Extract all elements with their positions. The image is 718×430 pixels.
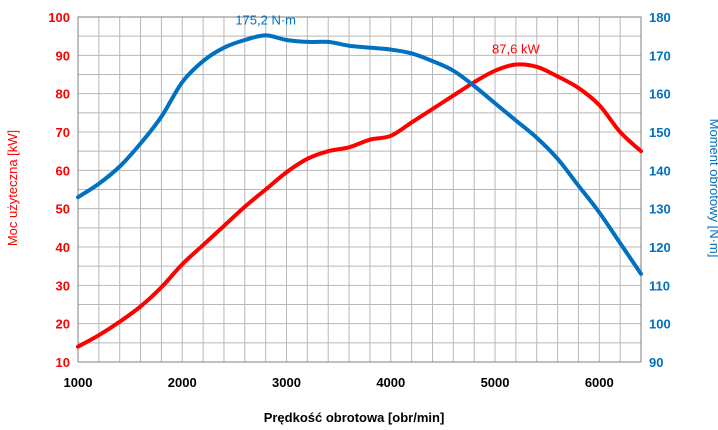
right-tick-label: 160	[649, 87, 671, 102]
x-tick-label: 2000	[168, 375, 197, 390]
right-tick-label: 110	[649, 278, 670, 293]
left-tick-label: 70	[56, 125, 70, 140]
power-series-line	[76, 62, 643, 349]
right-tick-label: 130	[649, 202, 671, 217]
right-tick-label: 90	[649, 355, 663, 370]
right-tick-label: 140	[649, 163, 671, 178]
right-tick-label: 170	[649, 48, 671, 63]
plot-frame	[77, 16, 642, 363]
x-axis-label: Prędkość obrotowa [obr/min]	[264, 410, 445, 425]
left-tick-label: 20	[56, 317, 70, 332]
x-tick-label: 4000	[376, 375, 405, 390]
left-tick-label: 30	[56, 278, 70, 293]
left-tick-label: 60	[56, 163, 70, 178]
right-tick-label: 100	[649, 317, 671, 332]
left-tick-label: 10	[56, 355, 70, 370]
power-peak-annotation: 87,6 kW	[492, 42, 540, 57]
right-tick-label: 150	[649, 125, 671, 140]
x-tick-label: 5000	[481, 375, 510, 390]
torque-series-line	[76, 33, 643, 276]
labels: Prędkość obrotowa [obr/min] Moc użyteczn…	[5, 12, 718, 425]
left-tick-label: 40	[56, 240, 70, 255]
left-tick-label: 90	[56, 48, 70, 63]
left-tick-label: 50	[56, 202, 70, 217]
right-tick-label: 180	[649, 10, 671, 25]
series-lines	[76, 33, 643, 349]
x-tick-label: 1000	[64, 375, 93, 390]
left-tick-label: 80	[56, 87, 70, 102]
right-axis-label: Moment obrotowy [N·m]	[707, 119, 718, 258]
x-tick-label: 3000	[272, 375, 301, 390]
left-axis-label: Moc użyteczna [kW]	[5, 130, 20, 246]
right-tick-label: 120	[649, 240, 671, 255]
grid	[77, 16, 642, 363]
x-tick-label: 6000	[585, 375, 614, 390]
torque-peak-annotation: 175,2 N·m	[235, 12, 296, 27]
axes: 10 20 30 40 50 60 70 80 90 100 90 100 110 120 130 140 15…	[48, 10, 670, 390]
left-tick-label: 100	[48, 10, 70, 25]
